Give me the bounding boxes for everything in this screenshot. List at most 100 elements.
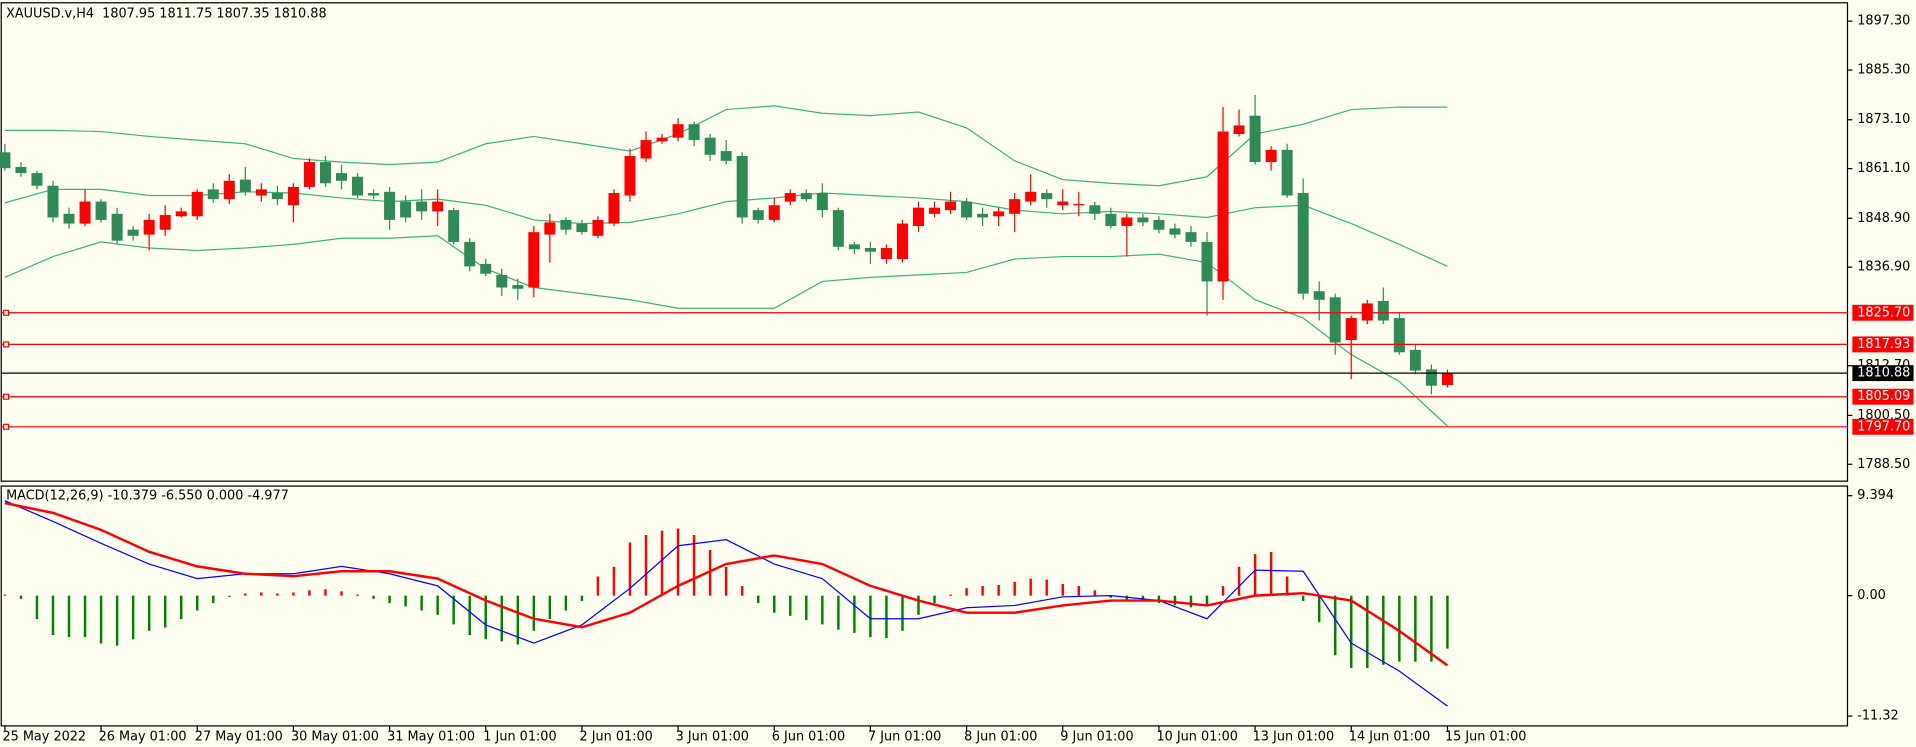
candle-body <box>1409 349 1421 371</box>
candle-body <box>929 207 941 214</box>
x-tick-label: 30 May 01:00 <box>291 729 379 744</box>
histogram-bar <box>196 595 199 611</box>
candle-body <box>576 223 588 233</box>
level-label: 1825.70 <box>1857 305 1910 320</box>
histogram-bar <box>19 595 23 599</box>
candle-body <box>1009 199 1021 214</box>
histogram-bar <box>1382 595 1385 665</box>
level-label-box <box>1852 365 1914 382</box>
histogram-bar <box>676 528 680 596</box>
x-tick-label: 2 Jun 01:00 <box>579 729 652 744</box>
histogram-bar <box>228 595 231 597</box>
candle-body <box>271 193 283 200</box>
histogram-bar <box>933 595 936 604</box>
candle-body <box>207 189 219 200</box>
histogram-bar <box>1301 595 1305 601</box>
histogram-bar <box>516 595 520 645</box>
candle-body <box>31 173 43 186</box>
histogram-bar <box>340 591 343 596</box>
candle-body <box>1281 149 1293 196</box>
candle-body <box>1025 191 1037 202</box>
x-tick-label: 25 May 2022 <box>2 729 86 744</box>
histogram-bar <box>1189 595 1193 608</box>
histogram-bar <box>308 590 311 596</box>
x-tick-label: 8 Jun 01:00 <box>964 729 1037 744</box>
candle-body <box>1265 149 1277 163</box>
candle-body <box>175 211 187 217</box>
level-label: 1805.09 <box>1857 389 1910 404</box>
histogram-bar <box>1237 566 1241 596</box>
y-tick-label: 1848.90 <box>1857 211 1910 226</box>
histogram-bar <box>612 566 616 596</box>
x-tick-label: 10 Jun 01:00 <box>1156 729 1238 744</box>
candle-body <box>656 137 668 142</box>
histogram-bar <box>404 595 407 607</box>
histogram-bar <box>1093 590 1097 596</box>
y-tick-label: 1836.90 <box>1857 260 1910 275</box>
y-tick-label: 1788.50 <box>1857 457 1910 472</box>
candle-body <box>47 185 59 218</box>
candle-body <box>1217 131 1229 282</box>
candle-body <box>191 191 203 217</box>
histogram-bar <box>981 586 984 596</box>
candle-body <box>560 219 572 230</box>
candle-body <box>704 137 716 155</box>
histogram-bar <box>949 594 952 596</box>
candle-body <box>1153 219 1165 230</box>
candle-body <box>95 201 107 220</box>
histogram-bar <box>901 595 904 631</box>
candle-body <box>1121 217 1133 227</box>
x-tick-label: 1 Jun 01:00 <box>483 729 556 744</box>
histogram-bar <box>3 594 7 596</box>
histogram-bar <box>500 595 504 642</box>
y-tick-label: 1861.10 <box>1857 161 1910 176</box>
histogram-bar <box>660 530 664 596</box>
candle-body <box>640 140 652 159</box>
candle-body <box>15 166 27 174</box>
x-tick-label: 6 Jun 01:00 <box>772 729 845 744</box>
candle-body <box>624 155 636 196</box>
histogram-bar <box>740 586 744 596</box>
histogram-bar <box>1317 595 1321 623</box>
candle-body <box>832 210 844 247</box>
histogram-bar <box>853 595 856 633</box>
histogram-bar <box>1414 595 1417 662</box>
histogram-bar <box>1253 554 1257 596</box>
histogram-bar <box>51 595 55 636</box>
candle-body <box>784 193 796 202</box>
histogram-bar <box>644 535 648 596</box>
histogram-bar <box>115 595 119 646</box>
level-marker <box>3 423 10 430</box>
histogram-bar <box>436 595 439 615</box>
x-tick-label: 31 May 01:00 <box>387 729 475 744</box>
candle-body <box>1441 373 1453 386</box>
candle-body <box>255 189 267 196</box>
histogram-bar <box>789 595 792 616</box>
histogram-bar <box>1430 595 1433 662</box>
candle-body <box>1377 300 1389 321</box>
histogram-bar <box>388 595 391 604</box>
candle-body <box>159 215 171 230</box>
histogram-bar <box>1350 595 1353 668</box>
histogram-bar <box>1334 595 1337 656</box>
candle-body <box>303 162 315 187</box>
histogram-bar <box>1013 581 1016 596</box>
histogram-bar <box>468 595 471 636</box>
histogram-bar <box>1029 578 1032 596</box>
histogram-bar <box>532 595 536 631</box>
histogram-bar <box>773 595 776 613</box>
histogram-bar <box>99 595 103 644</box>
candle-body <box>961 201 973 218</box>
histogram-bar <box>805 595 808 621</box>
histogram-bar <box>276 593 279 596</box>
macd-panel-frame <box>0 485 1849 727</box>
candle-body <box>448 210 460 242</box>
candle-body <box>768 205 780 220</box>
candle-body <box>384 191 396 220</box>
y-tick-label: 0.00 <box>1857 588 1886 603</box>
candle-body <box>1233 125 1245 134</box>
candle-body <box>79 201 91 224</box>
histogram-bar <box>1398 595 1401 662</box>
